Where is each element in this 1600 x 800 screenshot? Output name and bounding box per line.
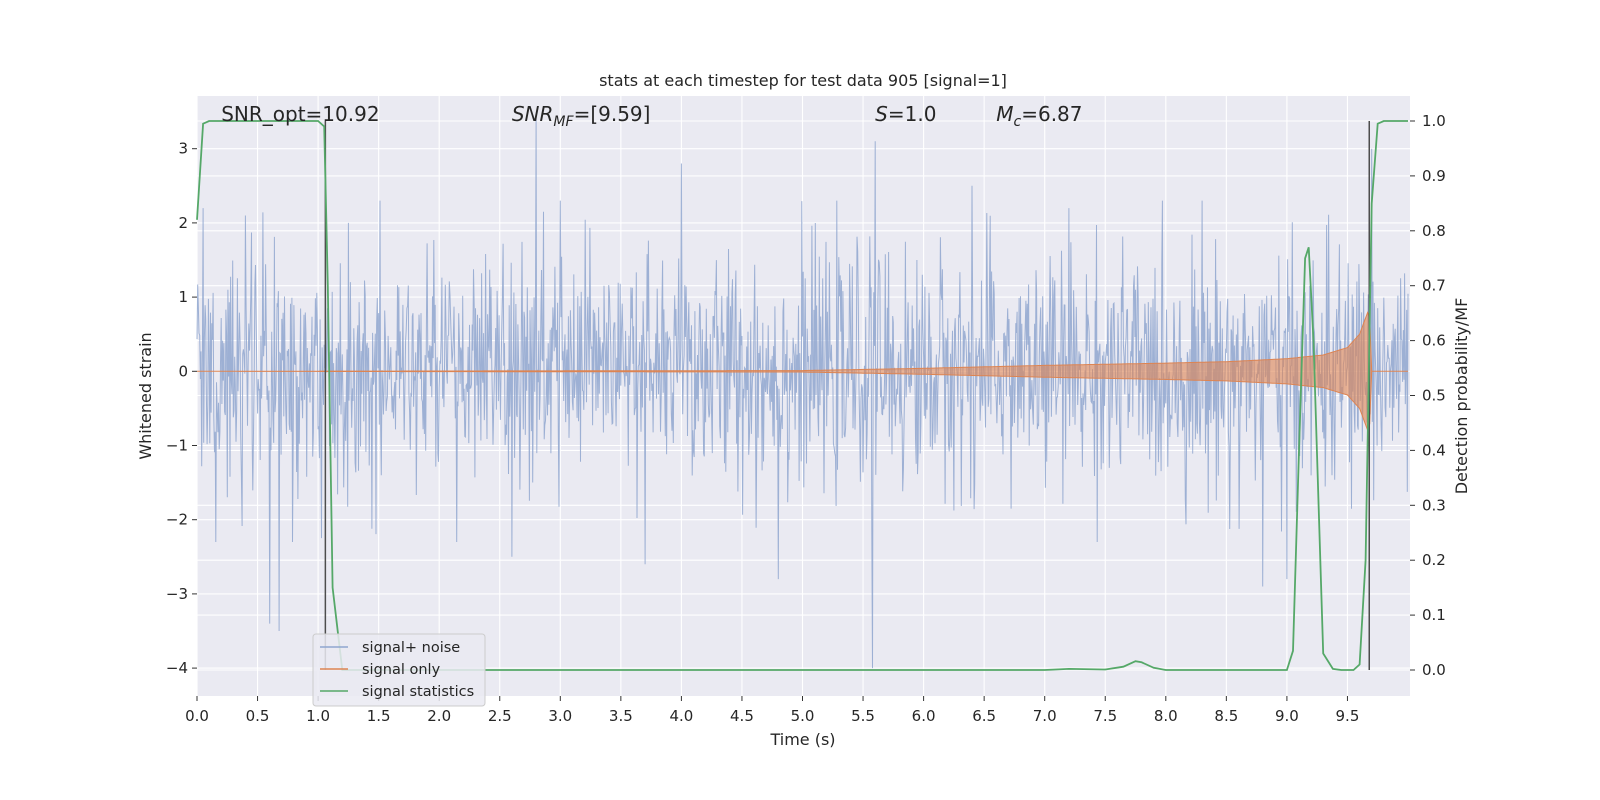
x-tick-label-17: 8.5 (1214, 707, 1238, 725)
annotation-mc-value: =6.87 (1021, 102, 1082, 126)
annotation-snr-mf-subscript: MF (553, 114, 574, 130)
x-tick-label-15: 7.5 (1093, 707, 1117, 725)
x-tick-label-16: 8.0 (1154, 707, 1178, 725)
y-left-tick-label-6: −3 (166, 585, 188, 603)
x-tick-label-9: 4.5 (730, 707, 754, 725)
y-right-tick-label-5: 0.5 (1422, 387, 1446, 405)
x-tick-label-14: 7.0 (1033, 707, 1057, 725)
y-left-tick-label-0: 3 (178, 140, 188, 158)
x-tick-label-12: 6.0 (912, 707, 936, 725)
annotation-snr-mf: SNRMF=[9.59] (512, 102, 651, 130)
x-tick-label-19: 9.5 (1336, 707, 1360, 725)
annotation-mc-subscript: c (1014, 114, 1022, 130)
annotations: SNR_opt=10.92 SNRMF=[9.59] S=1.0 Mc=6.87 (221, 102, 1082, 130)
annotation-mc: Mc=6.87 (996, 102, 1082, 130)
y-right-tick-label-0: 1.0 (1422, 112, 1446, 130)
y-left-tick-label-7: −4 (166, 659, 188, 677)
legend-label-signal-statistics: signal statistics (362, 684, 474, 700)
x-tick-label-1: 0.5 (246, 707, 270, 725)
y-right-tick-label-4: 0.6 (1422, 332, 1446, 350)
annotation-mc-symbol: M (996, 102, 1013, 126)
legend-label-signal-plus-noise: signal+ noise (362, 640, 460, 656)
x-tick-label-10: 5.0 (791, 707, 815, 725)
x-tick-label-4: 2.0 (427, 707, 451, 725)
x-tick-label-0: 0.0 (185, 707, 209, 725)
x-axis-label: Time (s) (769, 730, 835, 749)
y-axis-left-label: Whitened strain (136, 332, 155, 459)
y-right-tick-label-7: 0.3 (1422, 496, 1446, 514)
x-tick-label-6: 3.0 (548, 707, 572, 725)
y-right-tick-label-3: 0.7 (1422, 277, 1446, 295)
y-axis-right-label: Detection probability/MF (1452, 298, 1471, 495)
x-tick-label-11: 5.5 (851, 707, 875, 725)
axes: 0.0 0.5 1.0 1.5 2.0 2.5 3.0 3.5 4.0 4.5 5.0 5.5 6.0 6… (166, 112, 1446, 725)
x-tick-label-18: 9.0 (1275, 707, 1299, 725)
series-signal-only (197, 311, 1408, 432)
annotation-s-value: =1.0 (888, 102, 937, 126)
y-left-tick-label-3: 0 (178, 362, 188, 380)
x-tick-label-8: 4.0 (669, 707, 693, 725)
annotation-s: S=1.0 (875, 102, 936, 126)
y-left-tick-label-2: 1 (178, 288, 188, 306)
y-left-tick-label-1: 2 (178, 214, 188, 232)
series-signal-statistics (196, 120, 1408, 671)
y-left-tick-label-4: −1 (166, 437, 188, 455)
y-right-tick-label-8: 0.2 (1422, 551, 1446, 569)
y-right-tick-label-10: 0.0 (1422, 661, 1446, 679)
y-right-tick-label-6: 0.4 (1422, 441, 1446, 459)
x-tick-label-7: 3.5 (609, 707, 633, 725)
x-tick-label-3: 1.5 (367, 707, 391, 725)
annotation-snr-opt: SNR_opt=10.92 (221, 102, 379, 126)
annotation-snr-mf-symbol: SNR (512, 102, 554, 126)
y-right-tick-label-9: 0.1 (1422, 606, 1446, 624)
y-left-tick-label-5: −2 (166, 511, 188, 529)
signal-statistics-line (196, 120, 1408, 671)
annotation-snr-mf-value: =[9.59] (574, 102, 651, 126)
x-tick-label-13: 6.5 (972, 707, 996, 725)
x-tick-label-5: 2.5 (488, 707, 512, 725)
legend: signal+ noise signal only signal statist… (312, 633, 486, 707)
y-right-tick-label-2: 0.8 (1422, 222, 1446, 240)
chart-title: stats at each timestep for test data 905… (599, 71, 1007, 90)
legend-label-signal-only: signal only (362, 662, 441, 678)
annotation-s-symbol: S (875, 102, 888, 126)
legend-box (312, 633, 486, 707)
y-right-tick-label-1: 0.9 (1422, 167, 1446, 185)
signal-only-envelope (197, 311, 1408, 432)
x-tick-label-2: 1.0 (306, 707, 330, 725)
